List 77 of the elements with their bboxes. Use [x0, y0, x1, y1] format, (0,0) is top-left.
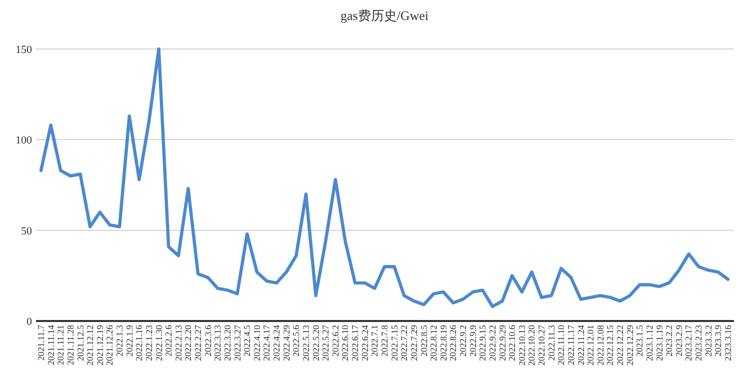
line-series [39, 47, 730, 308]
x-tick-label: 2022.8.5 [418, 324, 429, 356]
y-tick-label: 150 [16, 44, 32, 56]
x-tick-label: 2022.8.12 [428, 325, 439, 361]
x-tick-label: 2022.5.6 [291, 324, 302, 356]
x-tick-label: 2023.1.12 [644, 325, 654, 361]
x-tick-label: 2022.6.2 [330, 325, 340, 356]
x-tick-label: 2022.2.27 [193, 324, 204, 361]
x-tick-label: 2022.9.29 [497, 324, 508, 361]
x-tick-label: 2022.1.3 [114, 324, 125, 356]
x-tick-label: 2021.11.14 [46, 324, 56, 366]
x-tick-label: 2022.12.08 [595, 324, 606, 366]
x-tick-label: 2022.5.20 [310, 324, 321, 361]
x-tick-label: 2023.2.9 [674, 324, 684, 356]
x-tick-label: 2022.7.8 [380, 324, 390, 356]
x-tick-label: 2022.6.24 [360, 324, 370, 361]
x-tick-label: 2022.7.1 [370, 325, 380, 356]
x-tick-label: 2022.6.17 [350, 324, 360, 361]
x-tick-label: 2022.1.23 [144, 324, 154, 361]
x-tick-label: 2022.12.15 [605, 324, 616, 366]
x-tick-label: 2022.7.15 [389, 324, 400, 361]
x-tick-label: 2022.8.26 [448, 324, 458, 361]
x-tick-label: 2022.9.15 [478, 324, 488, 361]
x-tick-label: 2021.12.19 [94, 324, 105, 366]
x-tick-label: 2022.12.29 [624, 324, 635, 366]
x-tick-label: 2023.2.17 [684, 324, 694, 361]
x-tick-label: 2021.11.28 [65, 324, 76, 366]
x-tick-label: 2022.1.30 [154, 324, 164, 361]
x-tick-label: 2022.4.17 [262, 324, 272, 361]
x-tick-label: 2023.1.19 [654, 324, 664, 361]
x-tick-label: 2022.10.27 [536, 324, 547, 366]
x-tick-label: 2022.4.29 [281, 324, 292, 361]
x-tick-label: 2022.5.27 [320, 324, 331, 361]
x-tick-label: 2022.4.5 [242, 324, 252, 356]
y-tick-label: 100 [16, 134, 32, 147]
x-tick-label: 2022.3.6 [202, 324, 213, 356]
x-tick-label: 2021.11.7 [36, 324, 46, 361]
x-tick-label: 2022.11.17 [566, 324, 576, 366]
x-tick-label: 2022.12.01 [586, 325, 596, 366]
x-tick-label: 2023.2.2 [664, 325, 674, 356]
x-tick-label: 2022.9.22 [487, 325, 498, 361]
x-tick-label: 2022.8.19 [438, 324, 448, 361]
x-tick-label: 2023.3.2 [703, 325, 714, 356]
x-tick-label: 2022.10.6 [507, 324, 518, 361]
x-tick-label: 2022.4.24 [272, 324, 282, 361]
x-tick-label: 2022.3.27 [232, 324, 242, 361]
x-tick-label: 2022.11.3 [546, 324, 556, 361]
x-tick-label: 2323.3.16 [723, 324, 733, 361]
x-tick-label: 2023.1.5 [634, 324, 645, 356]
x-tick-label: 2022.6.10 [340, 324, 350, 361]
chart-title: gas费历史/Gwei [340, 8, 429, 23]
x-tick-label: 2022.9.2 [458, 325, 468, 356]
x-tick-label: 2022.11.10 [556, 324, 566, 366]
x-tick-label: 2021.11.21 [56, 325, 66, 366]
x-tick-label: 2022.11.24 [576, 324, 586, 366]
x-tick-label: 2023.3.9 [713, 324, 724, 356]
x-tick-label: 2021.12.26 [104, 324, 115, 366]
x-tick-label: 2021.12.5 [75, 324, 86, 361]
x-tick-label: 2023.2.23 [694, 324, 704, 361]
x-tick-label: 2022.9.9 [468, 324, 478, 356]
x-tick-label: 2022.12.22 [615, 325, 626, 366]
x-tick-label: 2022.2.13 [173, 324, 184, 361]
x-tick-label: 2022.3.20 [222, 324, 232, 361]
x-tick-label: 2022.10.13 [516, 324, 527, 366]
x-tick-label: 2022.1.9 [124, 324, 134, 356]
x-tick-label: 2022.7.29 [408, 324, 419, 361]
x-tick-label: 2022.1.16 [134, 324, 144, 361]
x-tick-label: 2022.10.20 [526, 324, 537, 366]
y-tick-label: 50 [21, 225, 32, 238]
x-tick-label: 2022.5.13 [300, 324, 311, 361]
x-tick-label: 2022.3.13 [212, 324, 223, 361]
x-tick-label: 2021.12.12 [85, 325, 96, 366]
x-tick-label: 2022.7.22 [399, 325, 410, 361]
x-tick-label: 2022.2.6 [164, 324, 174, 356]
x-tick-label: 2022.2.20 [183, 324, 194, 361]
y-tick-label: 0 [26, 316, 32, 328]
x-tick-label: 2022.4.10 [252, 324, 262, 361]
